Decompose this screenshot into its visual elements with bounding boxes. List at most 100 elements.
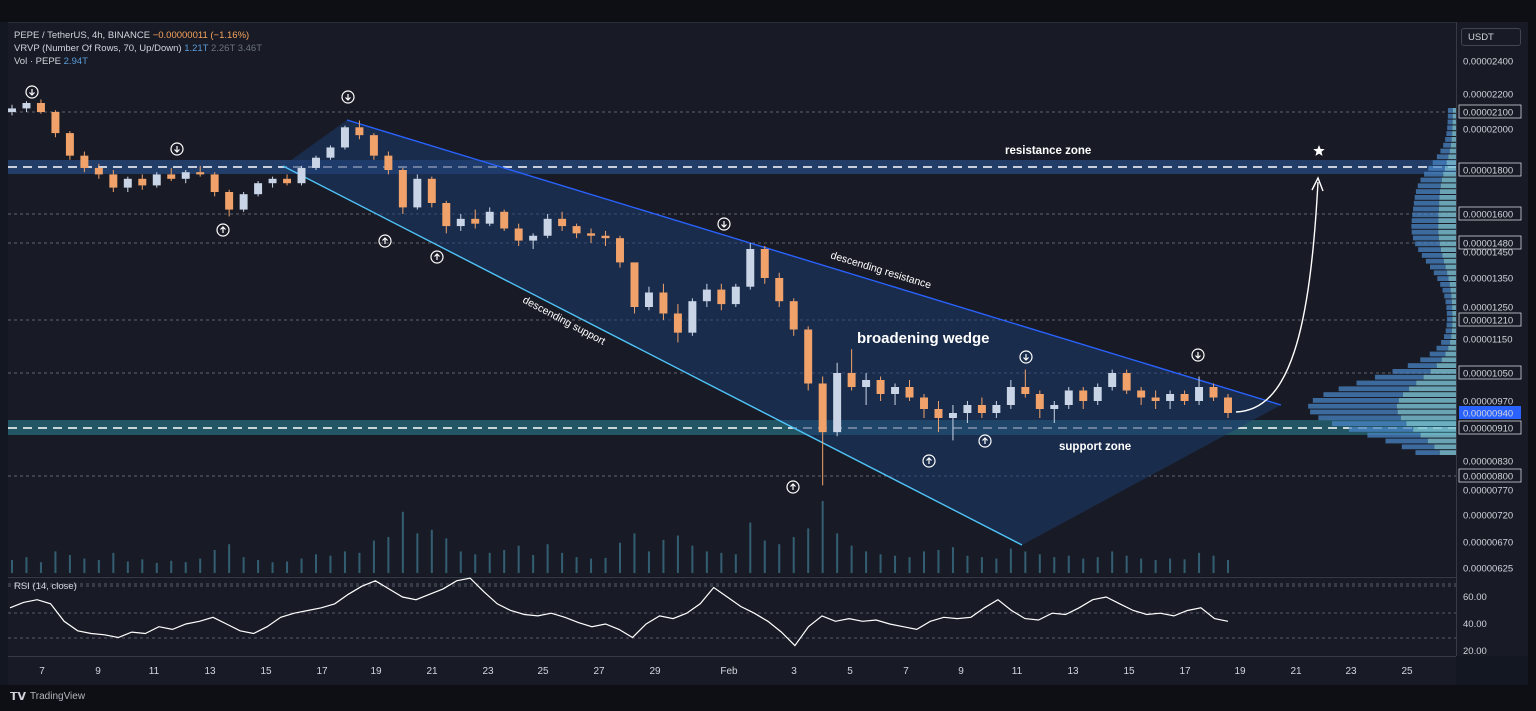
brand[interactable]: 𝗧𝗩 TradingView [10, 690, 85, 703]
volume-bar [850, 545, 853, 573]
price-tick-label: 0.00000720 [1463, 511, 1513, 522]
candle-body [167, 174, 176, 179]
candle-body [891, 387, 900, 394]
time-tick-label: 13 [204, 666, 216, 677]
time-tick-label: 11 [149, 666, 160, 677]
volume-bar [503, 549, 506, 573]
candle-body [731, 286, 740, 305]
vrvp-bar-down [1448, 276, 1456, 281]
volume-bar [68, 555, 71, 573]
vrvp-bar-up [1436, 345, 1449, 351]
volume-bar [1140, 558, 1143, 573]
candle-body [1050, 405, 1059, 409]
volume-bar [286, 561, 289, 573]
candle-body [196, 172, 205, 175]
candle-body [905, 387, 914, 398]
candle-body [644, 292, 653, 307]
arrow-up-marker-icon [786, 480, 800, 494]
marker-arrow [29, 89, 35, 96]
time-tick-label: 23 [482, 666, 494, 677]
volume-bar [25, 557, 28, 573]
candle-body [1122, 373, 1131, 391]
volume-bar [865, 551, 868, 573]
vrvp-bar-down [1452, 108, 1456, 113]
volume-bar [763, 540, 766, 573]
vrvp-bar-up [1415, 189, 1440, 194]
candle-body [297, 167, 306, 184]
volume-bar [54, 551, 57, 573]
volume-bar [879, 554, 882, 573]
vrvp-bar-down [1442, 253, 1456, 258]
volume-bar [155, 562, 158, 573]
marker-arrow [382, 237, 388, 244]
volume-value: 2.94T [63, 56, 88, 67]
time-tick-label: 19 [1234, 666, 1246, 677]
price-axis[interactable] [1456, 22, 1529, 656]
time-tick-label: 21 [426, 666, 438, 677]
vrvp-bar-down [1398, 398, 1456, 403]
vrvp-bar-down [1450, 142, 1456, 148]
vrvp-bar-down [1439, 200, 1456, 206]
symbol-legend[interactable]: PEPE / TetherUS, 4h, BINANCE −0.00000011… [14, 30, 249, 41]
volume-bar [1067, 555, 1070, 573]
price-tick-label: 0.00000910 [1463, 424, 1513, 435]
candle-body [587, 233, 596, 236]
vrvp-value-3: 3.46T [237, 43, 263, 54]
time-tick-label: 23 [1345, 666, 1357, 677]
candle-body [558, 218, 567, 227]
vrvp-bar-down [1452, 125, 1456, 131]
rsi-tick-label: 20.00 [1463, 646, 1487, 657]
volume-bar [39, 562, 42, 573]
candle-body [181, 172, 190, 179]
price-tick-label: 0.00000670 [1463, 538, 1513, 549]
right-strip [1528, 22, 1536, 685]
rsi-legend[interactable]: RSI (14, close) [14, 581, 77, 592]
vrvp-bar-up [1446, 322, 1453, 328]
volume-bar [401, 511, 404, 573]
time-tick-label: 19 [370, 666, 382, 677]
volume-label: Vol · PEPE [14, 56, 61, 67]
marker-arrow [926, 457, 932, 464]
arrow-down-marker-icon [170, 142, 184, 156]
level-price-tag [1458, 162, 1522, 177]
vrvp-bar-up [1338, 386, 1410, 392]
time-axis[interactable] [8, 656, 1456, 686]
price-tick-label: 0.00002100 [1463, 108, 1513, 119]
candle-body [1035, 394, 1044, 409]
vrvp-bar-down [1452, 119, 1456, 125]
volume-bar [937, 549, 940, 573]
level-price-tag [1458, 365, 1522, 380]
vrvp-bar-down [1416, 380, 1456, 386]
vrvp-bar-up [1447, 119, 1453, 125]
candle-body [601, 235, 610, 239]
candle-body [1021, 387, 1030, 394]
vrvp-bar-down [1397, 409, 1456, 415]
vrvp-bar-up [1401, 444, 1435, 450]
volume-bar [488, 552, 491, 573]
rsi-pane[interactable] [8, 577, 1456, 657]
vrvp-legend[interactable]: VRVP (Number Of Rows, 70, Up/Down) 1.21T… [14, 43, 262, 54]
vrvp-bar-up [1392, 369, 1431, 374]
vrvp-bar-down [1413, 427, 1456, 432]
candle-body [673, 313, 682, 333]
marker-arrow [345, 94, 351, 101]
vrvp-bar-up [1421, 253, 1443, 258]
vrvp-bar-up [1447, 108, 1453, 113]
volume-legend[interactable]: Vol · PEPE 2.94T [14, 56, 88, 67]
vrvp-bar-down [1452, 113, 1456, 119]
vrvp-bar-up [1312, 398, 1399, 403]
volume-bar [126, 561, 129, 573]
vrvp-bar-up [1375, 374, 1424, 380]
level-price-tag [1458, 468, 1522, 483]
pattern-label: broadening wedge [857, 330, 990, 347]
volume-bar [1096, 557, 1099, 573]
arrow-up-marker-icon [978, 434, 992, 448]
vrvp-bar-down [1438, 224, 1456, 229]
arrow-down-marker-icon [1191, 348, 1205, 362]
candle-body [94, 167, 103, 175]
vrvp-bar-up [1440, 148, 1450, 154]
price-tick-label: 0.00000970 [1463, 397, 1513, 408]
volume-bar [1154, 560, 1157, 573]
currency-selector[interactable]: USDT [1461, 28, 1521, 46]
